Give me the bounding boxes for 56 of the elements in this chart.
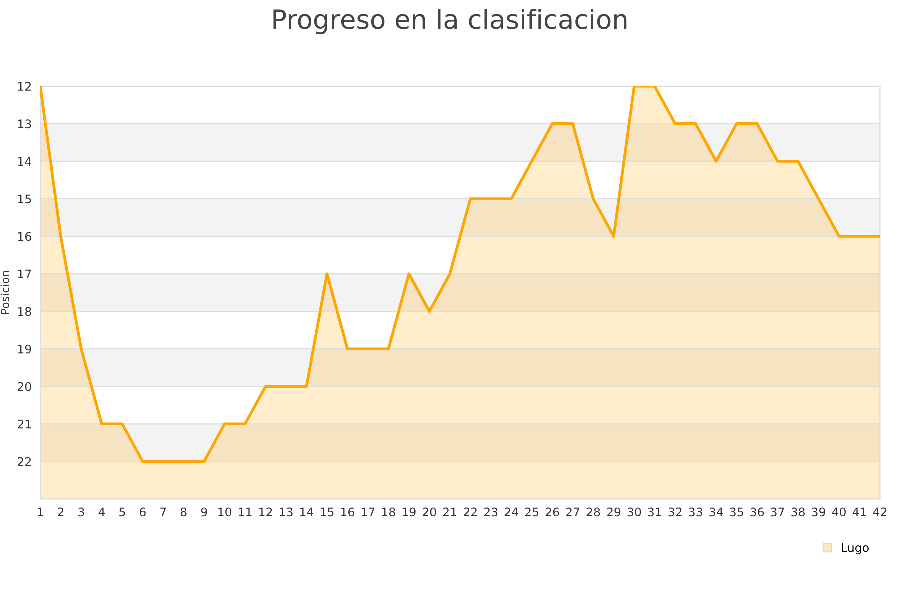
x-tick-label: 36 [750, 508, 764, 517]
y-tick-label: 12 [18, 82, 31, 91]
x-tick-label: 25 [525, 508, 539, 517]
x-tick-label: 16 [341, 508, 354, 517]
y-axis-title: Posicion [0, 271, 10, 314]
x-tick-label: 19 [402, 508, 416, 517]
chart-title: Progreso en la clasificacion [274, 9, 627, 35]
x-tick-label: 1 [38, 508, 44, 517]
x-tick-label: 27 [566, 508, 580, 517]
x-tick-label: 40 [832, 508, 846, 517]
x-tick-label: 38 [792, 508, 805, 517]
y-tick-label: 16 [18, 232, 32, 242]
x-tick-label: 37 [771, 508, 784, 517]
x-tick-label: 26 [546, 508, 560, 517]
y-tick-label: 13 [18, 120, 32, 129]
x-tick-label: 2 [58, 508, 64, 517]
y-tick-label: 20 [18, 382, 32, 392]
x-tick-label: 30 [628, 508, 642, 517]
x-tick-label: 8 [180, 508, 187, 517]
x-tick-label: 22 [464, 508, 477, 517]
x-tick-label: 42 [873, 508, 887, 517]
x-tick-label: 5 [120, 508, 126, 517]
x-tick-label: 24 [504, 508, 518, 517]
x-tick-label: 7 [160, 508, 166, 517]
x-tick-label: 41 [852, 508, 866, 517]
x-tick-label: 33 [689, 508, 702, 517]
x-tick-label: 28 [586, 508, 600, 517]
x-tick-label: 15 [321, 508, 334, 517]
x-tick-label: 29 [607, 508, 621, 517]
x-tick-label: 34 [710, 508, 724, 517]
x-tick-label: 4 [98, 508, 106, 517]
x-tick-label: 6 [140, 508, 146, 517]
legend-label: Lugo [842, 544, 869, 555]
y-tick-label: 19 [18, 344, 32, 354]
x-tick-label: 32 [668, 508, 682, 517]
y-tick-label: 22 [18, 457, 31, 466]
x-tick-label: 20 [422, 508, 436, 517]
x-tick-label: 23 [484, 508, 498, 517]
y-tick-label: 18 [18, 307, 32, 316]
y-tick-label: 14 [18, 157, 32, 166]
x-tick-label: 9 [201, 508, 208, 517]
x-tick-label: 11 [239, 508, 252, 517]
x-tick-label: 10 [218, 508, 232, 517]
y-tick-label: 21 [18, 420, 32, 429]
x-tick-label: 21 [443, 508, 457, 517]
x-tick-label: 3 [78, 508, 84, 517]
x-tick-label: 35 [730, 508, 744, 517]
x-tick-label: 18 [382, 508, 396, 517]
x-tick-label: 31 [648, 508, 662, 517]
x-tick-label: 17 [362, 508, 375, 517]
x-tick-label: 12 [260, 508, 272, 517]
x-tick-label: 14 [300, 508, 314, 517]
x-tick-label: 13 [280, 508, 293, 517]
x-tick-label: 39 [812, 508, 826, 517]
y-tick-label: 15 [18, 194, 32, 204]
y-tick-label: 17 [18, 270, 32, 279]
